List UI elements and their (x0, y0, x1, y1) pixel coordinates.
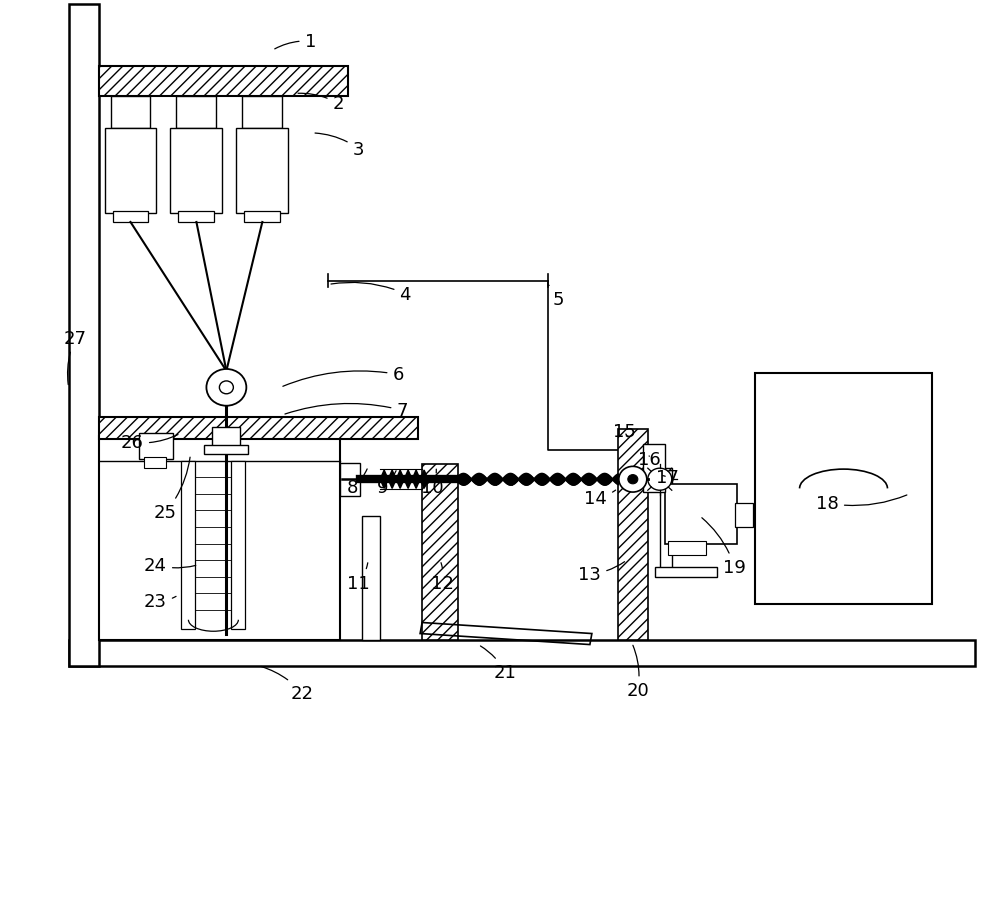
Bar (99, 437, 340, 641)
Text: 7: 7 (285, 402, 408, 420)
Text: 6: 6 (283, 366, 404, 387)
Bar (170, 130, 222, 213)
Text: 26: 26 (121, 434, 178, 452)
Text: 12: 12 (431, 563, 454, 593)
Bar (362, 516, 380, 641)
Bar (178, 211, 214, 222)
Circle shape (619, 467, 647, 493)
Bar (668, 541, 706, 556)
Text: 19: 19 (702, 518, 746, 577)
Text: 15: 15 (613, 423, 636, 441)
Bar (105, 130, 156, 213)
Circle shape (628, 475, 638, 484)
Text: 16: 16 (638, 450, 661, 469)
Bar (212, 427, 240, 450)
Bar (244, 211, 280, 222)
Bar (99, 67, 348, 97)
Text: 10: 10 (421, 470, 443, 497)
Polygon shape (420, 471, 428, 489)
Circle shape (648, 469, 672, 491)
Bar (69, 641, 975, 666)
Text: 23: 23 (144, 593, 176, 611)
Bar (242, 97, 282, 130)
Text: 14: 14 (584, 489, 616, 507)
Text: 13: 13 (578, 562, 625, 584)
Polygon shape (388, 471, 396, 489)
Polygon shape (396, 471, 404, 489)
Circle shape (219, 381, 233, 394)
Bar (99, 417, 418, 439)
Polygon shape (404, 471, 412, 489)
Text: 25: 25 (154, 458, 190, 522)
Bar (643, 445, 665, 493)
Text: 1: 1 (275, 33, 316, 51)
Bar (111, 97, 150, 130)
Bar (422, 464, 458, 641)
Text: 20: 20 (626, 645, 649, 699)
Text: 17: 17 (656, 469, 679, 487)
Bar (176, 97, 216, 130)
Text: 4: 4 (331, 283, 411, 303)
Text: 9: 9 (376, 471, 396, 497)
Text: 18: 18 (816, 494, 907, 513)
Bar (181, 461, 195, 630)
Bar (69, 6, 99, 666)
Bar (204, 446, 248, 455)
Bar (113, 211, 148, 222)
Text: 3: 3 (315, 134, 364, 158)
Bar (236, 130, 288, 213)
Polygon shape (412, 471, 420, 489)
Bar (735, 504, 753, 528)
Text: 2: 2 (298, 94, 344, 113)
Bar (755, 373, 932, 605)
Text: 11: 11 (347, 563, 370, 593)
Text: 21: 21 (480, 646, 516, 681)
Text: 24: 24 (144, 556, 196, 574)
Bar (618, 429, 648, 641)
Bar (655, 568, 717, 577)
Text: 5: 5 (548, 285, 564, 309)
Polygon shape (380, 471, 388, 489)
Bar (231, 461, 245, 630)
Text: 22: 22 (261, 667, 314, 702)
Bar (340, 463, 360, 496)
Bar (665, 484, 737, 544)
Bar (144, 458, 166, 469)
Bar (139, 434, 173, 460)
Bar (660, 469, 672, 572)
Text: 8: 8 (347, 470, 367, 497)
Circle shape (206, 369, 246, 406)
Text: 27: 27 (64, 329, 87, 385)
